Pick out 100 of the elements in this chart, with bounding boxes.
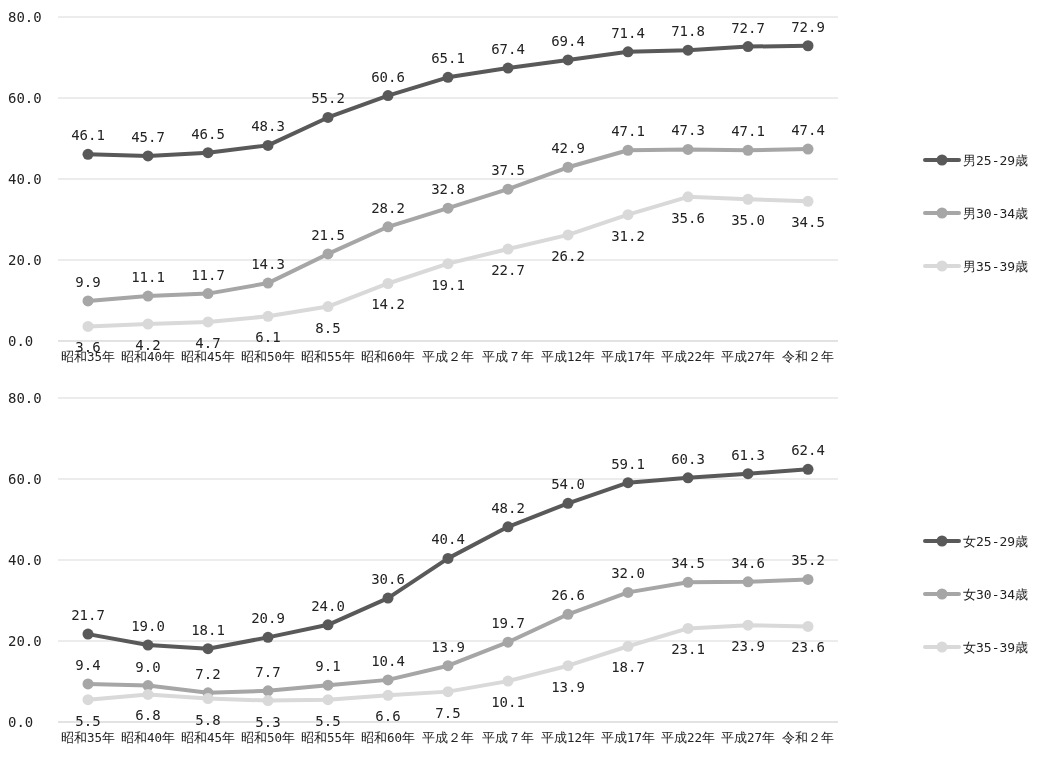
point [202,288,214,300]
data-label: 5.5 [75,712,101,729]
data-label: 34.5 [791,214,825,231]
point [142,290,154,302]
data-label: 9.1 [315,658,341,675]
data-label: 35.0 [731,212,765,229]
data-label: 19.0 [131,618,165,635]
point [622,640,634,652]
point [562,229,574,241]
point [622,586,634,598]
data-label: 47.4 [791,122,825,139]
data-label: 35.6 [671,209,705,226]
data-label: 11.7 [191,266,225,283]
data-label: 72.9 [791,18,825,35]
data-label: 21.7 [71,607,105,624]
point [322,248,334,260]
x-tick-label: 昭和40年 [120,349,176,364]
data-label: 14.2 [371,296,405,313]
point [562,660,574,672]
data-label: 65.1 [431,50,465,67]
y-tick-label: 60.0 [8,471,42,487]
x-tick-label: 昭和40年 [120,730,176,745]
point [622,209,634,221]
data-label: 22.7 [491,262,525,279]
data-label: 55.2 [311,90,345,107]
x-tick-label: 平成７年 [482,349,534,364]
point [82,628,94,640]
data-label: 69.4 [551,32,585,49]
data-label: 45.7 [131,128,165,145]
data-label: 24.0 [311,597,345,614]
data-label: 54.0 [551,476,585,493]
data-label: 32.8 [431,181,465,198]
x-tick-label: 平成２年 [422,349,474,364]
data-label: 13.9 [551,678,585,695]
point [622,477,634,489]
data-label: 23.1 [671,641,705,658]
point [622,46,634,58]
point [802,573,814,585]
data-label: 61.3 [731,446,765,463]
data-label: 67.4 [491,41,525,58]
data-label: 31.2 [611,227,645,244]
y-tick-label: 20.0 [8,252,42,268]
point [502,183,514,195]
data-label: 9.9 [75,273,101,290]
data-label: 30.6 [371,571,405,588]
y-tick-label: 40.0 [8,171,42,187]
data-label: 34.5 [671,555,705,572]
point [202,147,214,159]
point [682,191,694,203]
point [682,622,694,634]
point [742,193,754,205]
data-label: 60.3 [671,450,705,467]
point [82,320,94,332]
point [382,674,394,686]
point [142,318,154,330]
data-label: 26.6 [551,587,585,604]
point [382,221,394,233]
x-tick-label: 平成17年 [600,730,656,745]
point [502,636,514,648]
data-label: 18.1 [191,621,225,638]
point [82,678,94,690]
x-tick-label: 昭和60年 [360,730,416,745]
point [322,679,334,691]
point [322,111,334,123]
point [562,54,574,66]
data-label: 32.0 [611,565,645,582]
point [382,592,394,604]
point [742,41,754,53]
point [82,148,94,160]
point [442,202,454,214]
legend-label: 男25-29歳 [963,153,1029,168]
point [202,316,214,328]
point [802,463,814,475]
data-label: 71.8 [671,23,705,40]
point [262,277,274,289]
data-label: 47.1 [611,123,645,140]
x-tick-label: 平成７年 [482,730,534,745]
point [502,62,514,74]
y-tick-label: 20.0 [8,633,42,649]
x-tick-label: 昭和45年 [180,730,236,745]
data-label: 4.7 [195,334,221,351]
point [262,139,274,151]
data-label: 10.1 [491,694,525,711]
point [742,468,754,480]
data-label: 6.6 [375,708,401,725]
legend-label: 女35-39歳 [963,640,1029,655]
data-label: 59.1 [611,455,645,472]
data-label: 19.1 [431,276,465,293]
point [142,150,154,162]
data-label: 5.5 [315,712,341,729]
data-label: 9.4 [75,656,101,673]
point [802,143,814,155]
data-label: 19.7 [491,615,525,632]
y-tick-label: 80.0 [8,9,42,25]
point [562,161,574,173]
x-tick-label: 昭和35年 [60,730,116,745]
point [682,44,694,56]
x-tick-label: 昭和50年 [240,349,296,364]
point [802,195,814,207]
point [262,695,274,707]
